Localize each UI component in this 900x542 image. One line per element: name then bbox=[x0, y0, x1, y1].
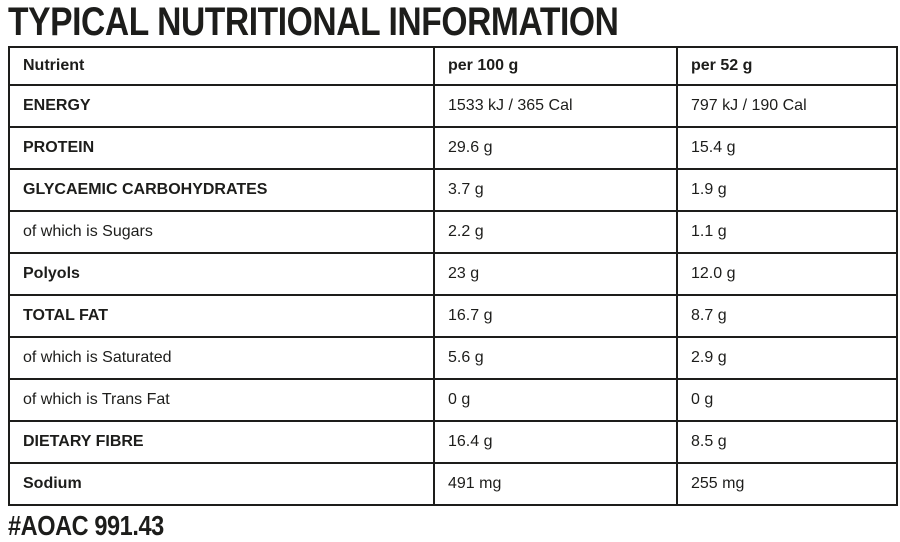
table-body: ENERGY 1533 kJ / 365 Cal 797 kJ / 190 Ca… bbox=[8, 84, 898, 506]
nutrition-table: Nutrient per 100 g per 52 g ENERGY 1533 … bbox=[8, 46, 898, 506]
per-100g-value-cell: 16.7 g bbox=[433, 294, 678, 338]
table-header: Nutrient per 100 g per 52 g bbox=[8, 46, 898, 86]
per-52g-value-cell: 1.1 g bbox=[676, 210, 898, 254]
per-52g-value-cell: 8.7 g bbox=[676, 294, 898, 338]
table-row: GLYCAEMIC CARBOHYDRATES 3.7 g 1.9 g bbox=[8, 168, 898, 212]
nutrient-name-cell: of which is Saturated bbox=[8, 336, 435, 380]
per-100g-value-cell: 23 g bbox=[433, 252, 678, 296]
per-100g-value-cell: 491 mg bbox=[433, 462, 678, 506]
per-52g-value-cell: 1.9 g bbox=[676, 168, 898, 212]
per-100g-value-cell: 29.6 g bbox=[433, 126, 678, 170]
per-100g-value-cell: 1533 kJ / 365 Cal bbox=[433, 84, 678, 128]
table-row: Polyols 23 g 12.0 g bbox=[8, 252, 898, 296]
table-row: TOTAL FAT 16.7 g 8.7 g bbox=[8, 294, 898, 338]
header-row: Nutrient per 100 g per 52 g bbox=[8, 46, 898, 86]
nutrient-name-cell: ENERGY bbox=[8, 84, 435, 128]
nutrient-name-cell: Polyols bbox=[8, 252, 435, 296]
table-row: DIETARY FIBRE 16.4 g 8.5 g bbox=[8, 420, 898, 464]
page-title: TYPICAL NUTRITIONAL INFORMATION bbox=[8, 0, 619, 44]
nutrient-name-cell: PROTEIN bbox=[8, 126, 435, 170]
per-52g-value-cell: 8.5 g bbox=[676, 420, 898, 464]
per-100g-value-cell: 16.4 g bbox=[433, 420, 678, 464]
per-52g-value-cell: 2.9 g bbox=[676, 336, 898, 380]
nutrient-name-cell: Sodium bbox=[8, 462, 435, 506]
table-row: of which is Sugars 2.2 g 1.1 g bbox=[8, 210, 898, 254]
table-row: of which is Saturated 5.6 g 2.9 g bbox=[8, 336, 898, 380]
table-row: ENERGY 1533 kJ / 365 Cal 797 kJ / 190 Ca… bbox=[8, 84, 898, 128]
per-52g-value-cell: 255 mg bbox=[676, 462, 898, 506]
table-row: Sodium 491 mg 255 mg bbox=[8, 462, 898, 506]
nutrient-name-cell: TOTAL FAT bbox=[8, 294, 435, 338]
method-reference: #AOAC 991.43 bbox=[8, 510, 164, 541]
header-per-100g: per 100 g bbox=[433, 46, 678, 86]
table-row: PROTEIN 29.6 g 15.4 g bbox=[8, 126, 898, 170]
per-100g-value-cell: 3.7 g bbox=[433, 168, 678, 212]
per-52g-value-cell: 0 g bbox=[676, 378, 898, 422]
nutrient-name-cell: of which is Sugars bbox=[8, 210, 435, 254]
header-per-52g: per 52 g bbox=[676, 46, 898, 86]
per-52g-value-cell: 15.4 g bbox=[676, 126, 898, 170]
per-100g-value-cell: 2.2 g bbox=[433, 210, 678, 254]
table-row: of which is Trans Fat 0 g 0 g bbox=[8, 378, 898, 422]
per-52g-value-cell: 12.0 g bbox=[676, 252, 898, 296]
header-nutrient: Nutrient bbox=[8, 46, 435, 86]
per-52g-value-cell: 797 kJ / 190 Cal bbox=[676, 84, 898, 128]
per-100g-value-cell: 5.6 g bbox=[433, 336, 678, 380]
per-100g-value-cell: 0 g bbox=[433, 378, 678, 422]
nutrient-name-cell: of which is Trans Fat bbox=[8, 378, 435, 422]
nutrient-name-cell: GLYCAEMIC CARBOHYDRATES bbox=[8, 168, 435, 212]
nutrient-name-cell: DIETARY FIBRE bbox=[8, 420, 435, 464]
